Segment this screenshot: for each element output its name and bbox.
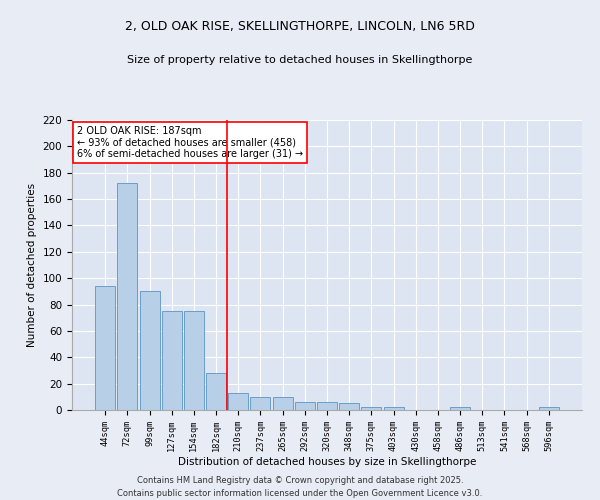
Bar	[272, 397, 293, 410]
Bar	[339, 404, 359, 410]
Bar	[206, 373, 226, 410]
Text: Contains public sector information licensed under the Open Government Licence v3: Contains public sector information licen…	[118, 488, 482, 498]
Bar	[361, 408, 382, 410]
Bar	[383, 408, 404, 410]
Bar	[95, 286, 115, 410]
Text: Size of property relative to detached houses in Skellingthorpe: Size of property relative to detached ho…	[127, 55, 473, 65]
Bar	[539, 408, 559, 410]
Bar	[450, 408, 470, 410]
Bar	[162, 311, 182, 410]
Text: 2, OLD OAK RISE, SKELLINGTHORPE, LINCOLN, LN6 5RD: 2, OLD OAK RISE, SKELLINGTHORPE, LINCOLN…	[125, 20, 475, 33]
Text: 2 OLD OAK RISE: 187sqm
← 93% of detached houses are smaller (458)
6% of semi-det: 2 OLD OAK RISE: 187sqm ← 93% of detached…	[77, 126, 303, 159]
Bar	[140, 292, 160, 410]
Text: Contains HM Land Registry data © Crown copyright and database right 2025.: Contains HM Land Registry data © Crown c…	[137, 476, 463, 485]
Y-axis label: Number of detached properties: Number of detached properties	[27, 183, 37, 347]
Bar	[118, 184, 137, 410]
X-axis label: Distribution of detached houses by size in Skellingthorpe: Distribution of detached houses by size …	[178, 457, 476, 467]
Bar	[295, 402, 315, 410]
Bar	[228, 393, 248, 410]
Bar	[317, 402, 337, 410]
Bar	[250, 397, 271, 410]
Bar	[184, 311, 204, 410]
